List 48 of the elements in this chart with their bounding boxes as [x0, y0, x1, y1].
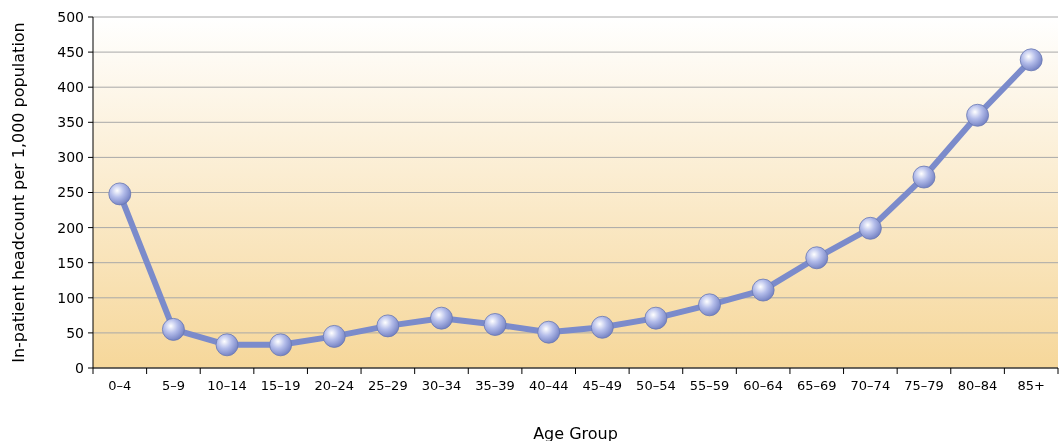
x-tick-label: 45–49: [582, 378, 623, 393]
y-tick-label: 300: [57, 149, 84, 166]
point: [537, 320, 561, 344]
x-tick-label: 70–74: [850, 378, 891, 393]
y-axis-title: In-patient headcount per 1,000 population: [9, 22, 28, 363]
y-tick-label: 0: [75, 359, 84, 376]
y-tick-label: 250: [57, 184, 84, 201]
point: [912, 165, 936, 189]
x-tick-label: 10–14: [207, 378, 247, 393]
x-tick-label: 0–4: [108, 378, 132, 393]
point: [966, 103, 989, 127]
x-tick-label: 50–54: [636, 378, 676, 393]
point: [858, 216, 882, 240]
y-tick-label: 400: [57, 79, 84, 96]
x-tick-label: 5–9: [161, 378, 185, 393]
point: [644, 306, 668, 330]
x-tick-label: 20–24: [314, 378, 355, 393]
y-tick-label: 150: [57, 254, 84, 271]
point: [162, 317, 185, 341]
x-tick-label: 35–39: [475, 378, 515, 393]
point: [751, 278, 775, 302]
y-tick-label: 100: [57, 289, 84, 306]
point: [1019, 48, 1043, 72]
x-tick-label: 25–29: [368, 378, 408, 393]
point: [108, 182, 132, 206]
x-tick-label: 55–59: [689, 378, 730, 393]
point: [805, 246, 829, 270]
x-tick-label: 60–64: [743, 378, 783, 393]
point: [322, 325, 346, 348]
point: [590, 315, 614, 339]
x-tick-label: 15–19: [260, 378, 301, 393]
point: [483, 313, 507, 336]
point: [698, 293, 721, 317]
point: [269, 333, 293, 357]
point: [376, 314, 400, 338]
x-tick-label: 75–79: [904, 378, 944, 393]
y-tick-label: 450: [57, 44, 84, 60]
x-tick-label: 65–69: [796, 378, 837, 393]
y-tick-label: 350: [57, 114, 84, 131]
point: [215, 333, 239, 357]
y-tick-label: 50: [66, 324, 84, 341]
x-tick-label: 85+: [1017, 378, 1045, 393]
y-tick-label: 500: [57, 8, 84, 25]
point: [430, 306, 453, 330]
x-tick-label: 40–44: [528, 378, 569, 393]
y-tick-label: 200: [57, 219, 84, 236]
x-tick-label: 80–84: [957, 378, 998, 393]
x-tick-label: 30–34: [421, 378, 462, 393]
